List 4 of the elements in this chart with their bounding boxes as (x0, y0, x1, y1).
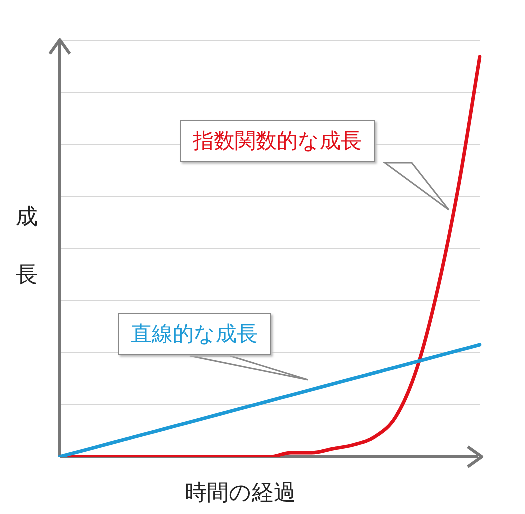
text: 直線的な成長 (118, 313, 271, 355)
text: 成長 (16, 205, 38, 288)
text: 指数関数的な成長 (180, 120, 375, 162)
x-axis-title: 時間の経過 (185, 480, 296, 508)
